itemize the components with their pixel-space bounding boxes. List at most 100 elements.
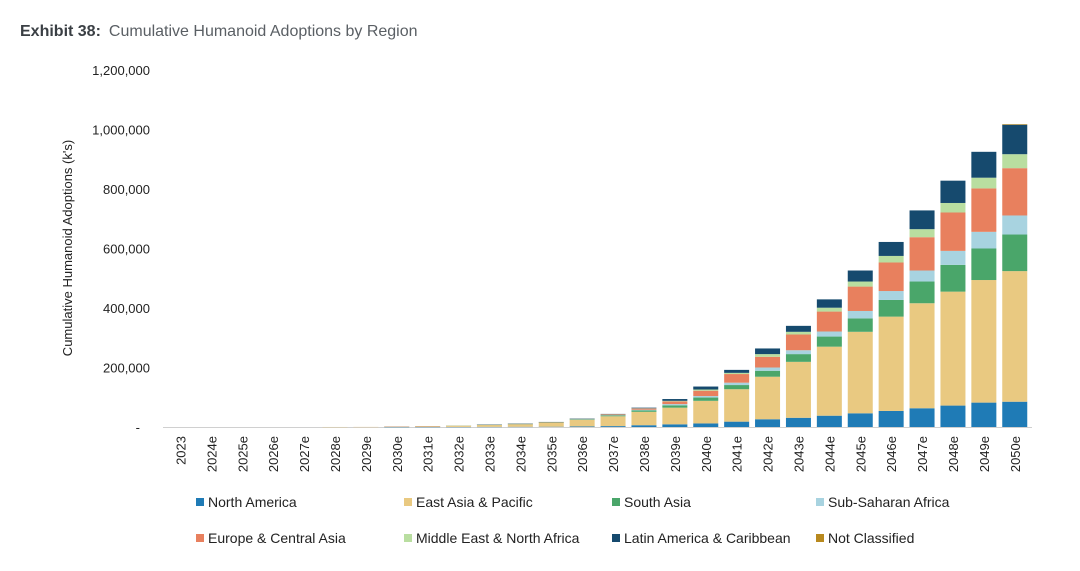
legend-item: Not Classified	[816, 530, 914, 546]
bar-segment-east-asia-pacific-2032e	[446, 425, 472, 427]
legend-label: Not Classified	[828, 530, 915, 546]
bar-segment-middle-east-north-africa-2046e	[878, 255, 904, 263]
bar-segment-east-asia-pacific-2036e	[569, 419, 595, 427]
bar-segment-latin-america-caribbean-2050e	[1002, 124, 1028, 155]
bar-segment-europe-central-asia-2047e	[909, 237, 935, 271]
bar-segment-north-america-2040e	[693, 423, 719, 427]
bar-segment-north-america-2044e	[816, 415, 842, 427]
legend-swatch-icon	[612, 534, 620, 542]
bar-segment-middle-east-north-africa-2042e	[755, 354, 781, 357]
bar-stack-2044e	[816, 299, 842, 427]
x-tick-label: 2037e	[606, 436, 621, 472]
bar-segment-europe-central-asia-2044e	[816, 311, 842, 332]
bar-stack-2046e	[878, 241, 904, 427]
bar-segment-south-asia-2050e	[1002, 234, 1028, 272]
bar-segment-europe-central-asia-2045e	[847, 286, 873, 311]
legend-label: Europe & Central Asia	[208, 530, 346, 546]
bar-segment-east-asia-pacific-2035e	[538, 422, 564, 427]
bar-stack-2038e	[631, 407, 657, 427]
legend-swatch-icon	[404, 534, 412, 542]
y-tick-label: 1,000,000	[92, 123, 150, 138]
bar-segment-east-asia-pacific-2049e	[971, 280, 997, 403]
bar-segment-sub-saharan-africa-2041e	[724, 382, 750, 386]
bar-segment-latin-america-caribbean-2038e	[631, 407, 657, 409]
legend-item: North America	[196, 494, 297, 510]
legend-item: East Asia & Pacific	[404, 494, 533, 510]
bar-segment-south-asia-2042e	[755, 370, 781, 377]
legend-swatch-icon	[196, 498, 204, 506]
legend-label: Latin America & Caribbean	[624, 530, 791, 546]
bar-stack-2043e	[785, 325, 811, 427]
bar-segment-middle-east-north-africa-2043e	[785, 331, 811, 335]
x-tick-label: 2024e	[204, 436, 219, 472]
x-tick-label: 2039e	[668, 436, 683, 472]
y-axis: - 200,000 400,000 600,000 800,000 1,000,000 1,…	[92, 63, 150, 435]
bar-segment-latin-america-caribbean-2046e	[878, 241, 904, 256]
legend-label: South Asia	[624, 494, 691, 510]
bar-segment-europe-central-asia-2038e	[631, 408, 657, 410]
bar-segment-middle-east-north-africa-2047e	[909, 229, 935, 238]
bar-segment-south-asia-2040e	[693, 397, 719, 401]
bar-stack-2050e	[1002, 124, 1028, 427]
bar-stack-2049e	[971, 151, 997, 427]
legend-label: East Asia & Pacific	[416, 494, 533, 510]
legend-item: Sub-Saharan Africa	[816, 494, 949, 510]
bar-segment-europe-central-asia-2046e	[878, 262, 904, 292]
bar-segment-sub-saharan-africa-2042e	[755, 367, 781, 371]
bar-segment-north-america-2038e	[631, 425, 657, 427]
legend-label: Sub-Saharan Africa	[828, 494, 950, 510]
bar-segment-south-asia-2043e	[785, 354, 811, 362]
bar-stack-2042e	[755, 348, 781, 427]
bar-segment-south-asia-2038e	[631, 410, 657, 412]
y-tick-label: 200,000	[103, 361, 150, 376]
bar-segment-east-asia-pacific-2042e	[755, 376, 781, 420]
bar-segment-middle-east-north-africa-2040e	[693, 389, 719, 391]
bar-stack-2040e	[693, 386, 719, 427]
bar-stack-2047e	[909, 210, 935, 427]
bar-stack-2037e	[600, 413, 626, 427]
legend-item: South Asia	[612, 494, 691, 510]
bar-segment-south-asia-2047e	[909, 281, 935, 304]
bar-segment-east-asia-pacific-2033e	[476, 424, 502, 427]
bar-segment-latin-america-caribbean-2042e	[755, 348, 781, 355]
bar-segment-latin-america-caribbean-2043e	[785, 325, 811, 332]
bar-segment-sub-saharan-africa-2048e	[940, 250, 966, 265]
bar-segment-europe-central-asia-2050e	[1002, 168, 1028, 216]
bar-segment-north-america-2037e	[600, 426, 626, 427]
bar-segment-europe-central-asia-2037e	[600, 414, 626, 416]
bar-segment-sub-saharan-africa-2038e	[631, 409, 657, 411]
bar-segment-north-america-2046e	[878, 410, 904, 427]
bar-segment-middle-east-north-africa-2045e	[847, 281, 873, 287]
bar-segment-latin-america-caribbean-2039e	[662, 399, 688, 401]
bar-stack-2035e	[538, 421, 564, 428]
bar-segment-sub-saharan-africa-2040e	[693, 396, 719, 398]
bar-segment-east-asia-pacific-2045e	[847, 331, 873, 414]
bar-stack-2033e	[476, 424, 502, 428]
bar-segment-south-asia-2044e	[816, 336, 842, 347]
bar-segment-latin-america-caribbean-2049e	[971, 151, 997, 178]
exhibit-title: Exhibit 38: Cumulative Humanoid Adoptions…	[20, 23, 418, 41]
x-tick-label: 2023	[173, 436, 188, 465]
legend-swatch-icon	[816, 498, 824, 506]
legend-swatch-icon	[612, 498, 620, 506]
y-tick-label: -	[136, 420, 140, 435]
x-tick-label: 2043e	[791, 436, 806, 472]
x-tick-label: 2025e	[235, 436, 250, 472]
bar-segment-middle-east-north-africa-2041e	[724, 372, 750, 375]
bar-segment-south-asia-2048e	[940, 264, 966, 292]
y-axis-label: Cumulative Humanoid Adoptions (k's)	[60, 140, 75, 356]
bar-segment-latin-america-caribbean-2041e	[724, 369, 750, 373]
legend-label: Middle East & North Africa	[416, 530, 580, 546]
bar-segment-sub-saharan-africa-2045e	[847, 310, 873, 319]
legend-item: Europe & Central Asia	[196, 530, 346, 546]
legend-item: Latin America & Caribbean	[612, 530, 791, 546]
bar-segment-europe-central-asia-2039e	[662, 401, 688, 405]
bar-stack-2045e	[847, 270, 873, 427]
x-tick-label: 2049e	[977, 436, 992, 472]
bar-segment-latin-america-caribbean-2047e	[909, 210, 935, 230]
bar-segment-north-america-2036e	[569, 426, 595, 427]
bar-segment-north-america-2050e	[1002, 401, 1028, 427]
bar-stack-2031e	[415, 426, 441, 428]
x-axis: 2023 2024e 2025e 2026e 2027e 2028e 2029e 2030e 2…	[173, 436, 1022, 472]
x-tick-label: 2027e	[297, 436, 312, 472]
